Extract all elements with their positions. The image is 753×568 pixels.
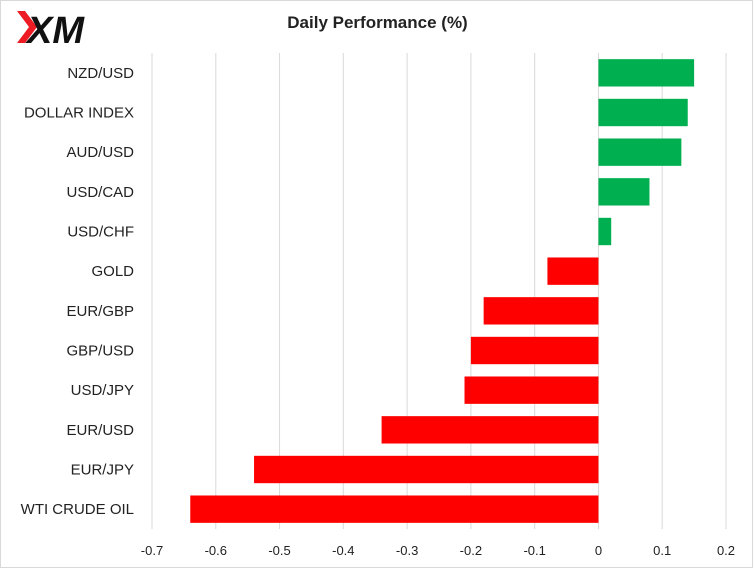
category-label: NZD/USD <box>67 65 134 82</box>
x-tick-label: -0.5 <box>268 543 290 558</box>
bar <box>598 217 612 246</box>
category-label: WTI CRUDE OIL <box>21 501 134 518</box>
bar <box>190 495 599 523</box>
bar <box>598 59 695 87</box>
category-label: USD/JPY <box>71 382 134 399</box>
bar <box>254 455 599 484</box>
bar <box>598 178 650 206</box>
x-tick-label: -0.6 <box>205 543 227 558</box>
x-tick-label: -0.4 <box>332 543 354 558</box>
category-label: EUR/USD <box>66 422 134 439</box>
chart-title: Daily Performance (%) <box>287 13 468 32</box>
bar <box>464 376 599 404</box>
x-tick-label: -0.7 <box>141 543 163 558</box>
x-tick-label: 0.2 <box>717 543 735 558</box>
x-tick-label: 0.1 <box>653 543 671 558</box>
bar <box>381 416 599 444</box>
category-label: EUR/JPY <box>71 462 134 479</box>
svg-text:XM: XM <box>25 10 85 49</box>
x-tick-label: -0.2 <box>460 543 482 558</box>
category-label: USD/CAD <box>66 184 134 201</box>
category-label: AUD/USD <box>66 144 134 161</box>
category-label: EUR/GBP <box>66 303 134 320</box>
bar <box>470 336 599 365</box>
bar <box>598 138 682 166</box>
bar <box>547 257 599 285</box>
category-label: GBP/USD <box>66 343 134 360</box>
x-tick-label: 0 <box>595 543 602 558</box>
category-label: DOLLAR INDEX <box>24 105 134 122</box>
category-label: GOLD <box>91 263 134 280</box>
x-tick-label: -0.3 <box>396 543 418 558</box>
category-label: USD/CHF <box>67 224 134 241</box>
xm-logo: XM <box>17 10 85 49</box>
bar <box>598 98 688 127</box>
bar <box>483 297 599 325</box>
x-tick-label: -0.1 <box>523 543 545 558</box>
